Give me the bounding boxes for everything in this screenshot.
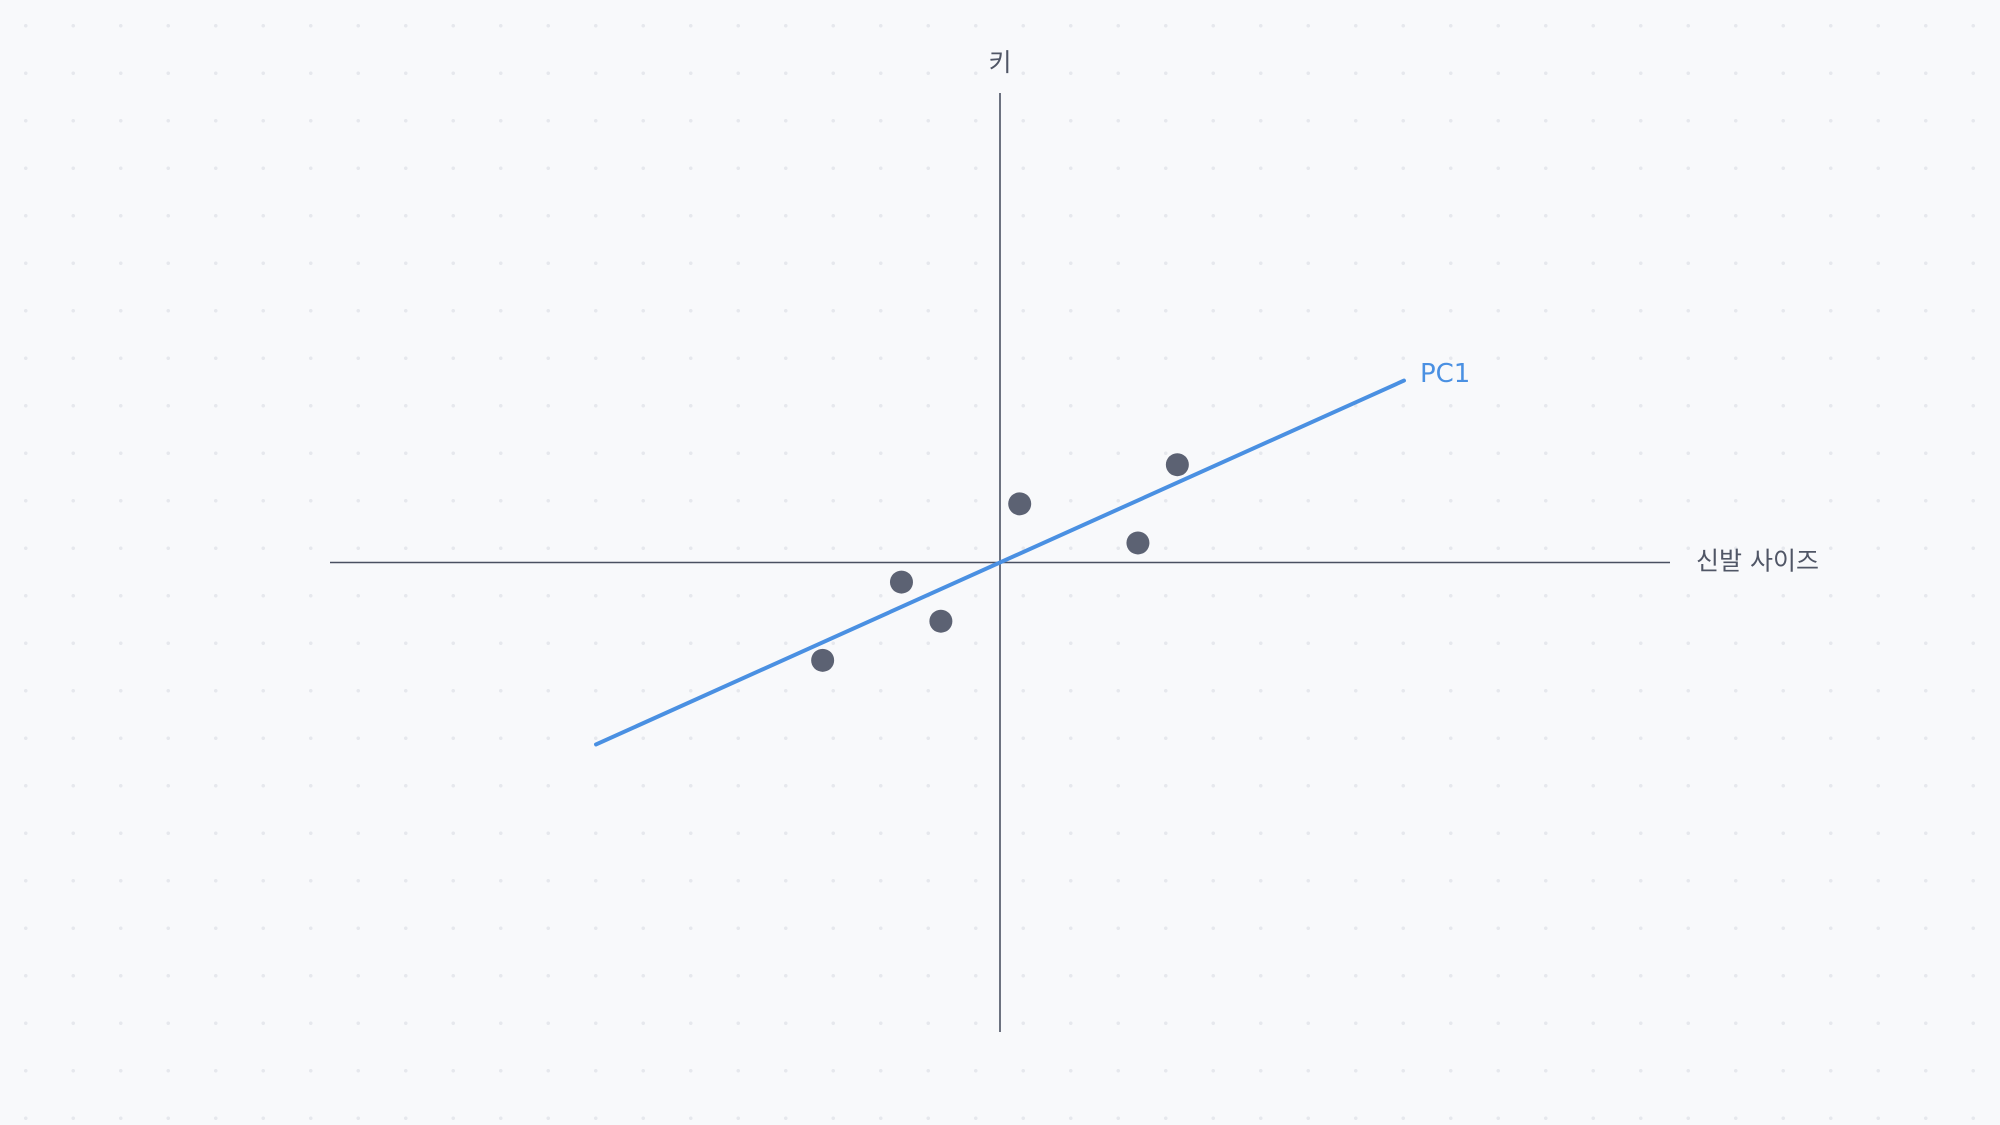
y-axis-label: 키 <box>988 48 1011 77</box>
data-point-4 <box>1008 492 1032 516</box>
axes: 신발 사이즈 키 <box>330 48 1819 1032</box>
pc1-group: PC1 <box>594 359 1470 747</box>
x-axis-label: 신발 사이즈 <box>1696 547 1819 576</box>
data-point-3 <box>929 609 953 633</box>
data-point-6 <box>1165 453 1189 477</box>
data-point-2 <box>889 570 913 594</box>
pc1-label: PC1 <box>1420 359 1470 389</box>
data-point-5 <box>1126 531 1150 555</box>
data-points <box>811 453 1189 672</box>
data-point-1 <box>811 648 835 672</box>
pc1-line <box>594 378 1406 747</box>
